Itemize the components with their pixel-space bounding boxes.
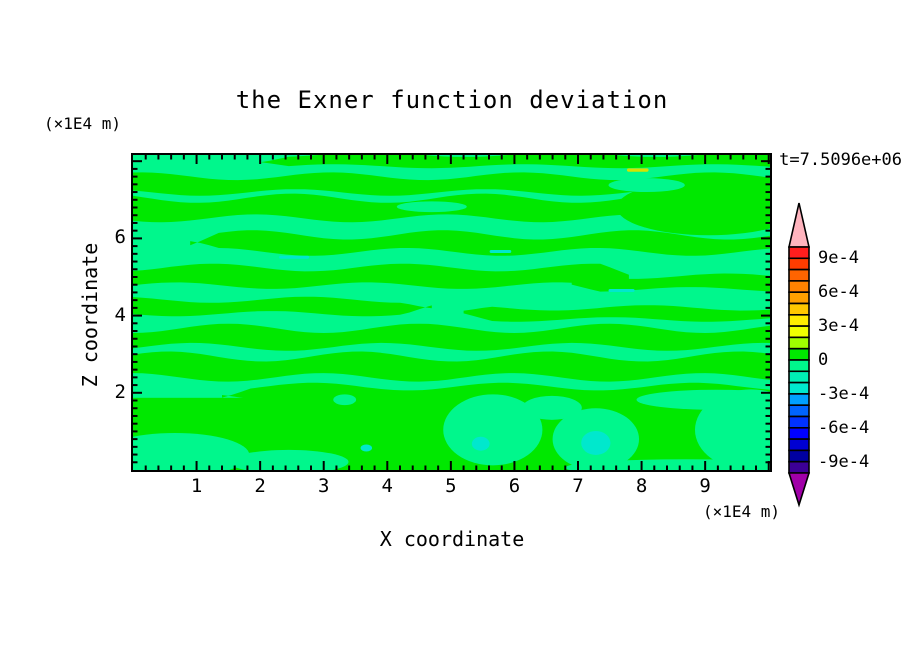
contour-patch xyxy=(616,179,770,236)
contour-stripe xyxy=(133,263,629,289)
colorbar-segment xyxy=(788,393,810,406)
contour-hole xyxy=(608,178,685,193)
x-tick-label: 8 xyxy=(635,475,648,497)
colorbar-segment xyxy=(788,359,810,373)
colorbar-segment xyxy=(788,404,810,418)
contour-stripe xyxy=(133,296,432,317)
colorbar-label: 3e-4 xyxy=(818,316,859,337)
contour-blob xyxy=(229,449,349,470)
colorbar-segment xyxy=(788,302,810,316)
x-axis-title: X coordinate xyxy=(379,527,525,551)
colorbar-segment xyxy=(788,438,810,452)
contour-sliver xyxy=(279,255,310,259)
colorbar-segment xyxy=(788,268,810,282)
colorbar-segment xyxy=(788,347,810,361)
y-tick-label: 2 xyxy=(114,380,126,403)
colorbar-under-arrow xyxy=(787,472,811,508)
x-tick-label: 5 xyxy=(445,475,457,497)
colorbar-label: 6e-4 xyxy=(818,282,859,303)
colorbar-segment xyxy=(788,460,810,474)
colorbar-segment xyxy=(788,280,810,294)
contour-stripe xyxy=(190,230,770,256)
contour-sliver xyxy=(608,288,635,292)
colorbar-segment xyxy=(788,336,810,350)
colorbar xyxy=(787,202,811,508)
contour-blob xyxy=(133,432,250,470)
colorbar-segment xyxy=(788,291,810,305)
contour-dash xyxy=(626,168,649,172)
x-axis-unit-label: (×1E4 m) xyxy=(702,502,780,521)
x-tick-label: 2 xyxy=(254,475,266,497)
colorbar-label: -3e-4 xyxy=(818,383,870,404)
colorbar-label: 0 xyxy=(818,350,829,370)
contour-dot xyxy=(360,444,373,452)
y-tick-label: 4 xyxy=(114,303,126,326)
x-tick-label: 7 xyxy=(572,475,584,497)
colorbar-label: -6e-4 xyxy=(818,417,870,438)
contour-dot xyxy=(581,431,611,455)
colorbar-label: 9e-4 xyxy=(818,248,859,269)
colorbar-over-arrow xyxy=(787,202,811,248)
colorbar-segment xyxy=(788,449,810,463)
colorbar-segment xyxy=(788,381,810,395)
contour-stripe xyxy=(133,323,770,351)
colorbar-segment xyxy=(788,427,810,440)
contour-stripe xyxy=(133,172,770,196)
chart-title: the Exner function deviation xyxy=(235,86,669,114)
colorbar-label: -9e-4 xyxy=(818,451,870,472)
colorbar-segment xyxy=(788,325,810,339)
contour-dot xyxy=(471,436,490,451)
contour-blob xyxy=(333,394,357,406)
contour-field xyxy=(133,155,770,470)
contour-stripe xyxy=(571,273,770,292)
time-annotation: t=7.5096e+06 xyxy=(779,150,902,170)
x-tick-label: 6 xyxy=(508,475,521,497)
contour-blob xyxy=(443,394,543,466)
contour-stripe xyxy=(463,305,770,322)
y-tick-label: 6 xyxy=(114,226,126,249)
contour-stripe xyxy=(133,351,770,382)
contour-sliver xyxy=(489,250,512,254)
plot-area xyxy=(131,153,772,472)
x-tick-label: 4 xyxy=(381,475,393,497)
colorbar-segment xyxy=(788,370,810,384)
contour-blob xyxy=(522,395,582,420)
x-tick-label: 9 xyxy=(699,475,711,497)
colorbar-segment xyxy=(788,415,810,429)
x-tick-label: 1 xyxy=(190,475,203,497)
contour-blob xyxy=(636,389,770,410)
x-tick-label: 3 xyxy=(317,475,330,497)
colorbar-segment xyxy=(788,257,810,271)
colorbar-segment xyxy=(788,246,810,260)
y-axis-unit-label: (×1E4 m) xyxy=(44,114,122,133)
contour-hole xyxy=(396,201,467,213)
colorbar-segment xyxy=(788,314,810,327)
